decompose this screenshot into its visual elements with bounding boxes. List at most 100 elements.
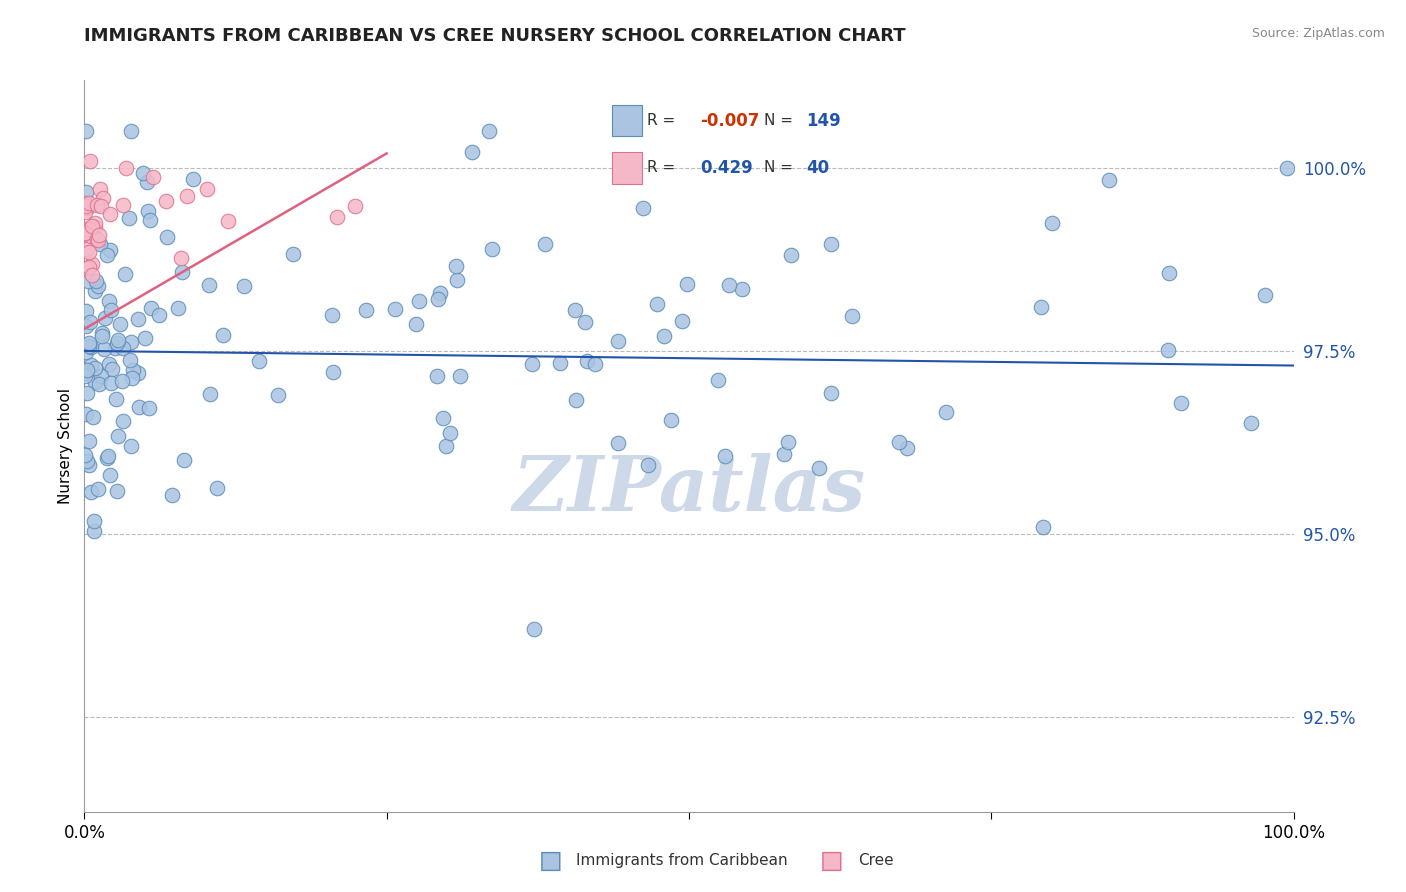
Point [97,449,120,463]
Point [77,260,100,274]
Point [73,227,96,241]
Point [76,454,98,468]
Point [820,237,842,252]
Point [77,274,100,288]
Point [90,368,112,383]
Point [90,199,112,213]
Point [671,314,693,328]
Point [90,329,112,343]
Point [120,124,142,138]
Point [481,242,503,256]
Point [111,374,134,388]
Point [100,303,122,318]
Point [82,409,104,424]
Point [75,223,97,237]
Point [93,343,115,357]
Point [267,388,290,402]
Point [75,407,97,421]
Point [426,369,449,384]
Point [84,375,107,389]
Point [896,441,918,455]
Point [283,247,305,261]
Point [718,278,741,293]
Point [676,277,699,291]
Text: ■: ■ [820,849,844,872]
Point [1032,520,1054,534]
Point [195,182,218,196]
Point [98,468,121,483]
Point [1098,173,1121,187]
Point [98,243,121,257]
Point [432,410,454,425]
Point [75,366,97,380]
Point [97,357,120,371]
Point [550,356,572,370]
Point [104,341,127,355]
Point [82,257,104,271]
Point [461,145,484,160]
Point [121,371,143,385]
Point [322,365,344,379]
Point [101,361,124,376]
Point [79,153,101,168]
Point [77,434,100,448]
Point [105,335,128,350]
Point [84,274,107,288]
Point [427,293,450,307]
Point [661,413,683,427]
Point [80,340,103,354]
Point [135,175,157,189]
Point [1170,396,1192,410]
Point [76,242,98,256]
Point [83,514,105,528]
Point [107,429,129,443]
Point [405,317,427,331]
Point [1159,266,1181,280]
Point [176,189,198,203]
Point [169,252,191,266]
Text: □: □ [820,849,844,872]
Point [83,215,105,229]
Point [321,308,343,322]
Point [935,405,957,419]
Point [139,213,162,227]
Point [162,487,184,501]
Point [80,220,103,235]
Point [96,450,118,465]
Point [439,425,461,440]
Point [86,233,108,247]
Point [105,392,128,407]
Point [172,265,194,279]
Point [107,333,129,347]
Point [87,278,110,293]
Point [583,357,606,371]
Point [778,435,800,450]
Point [173,453,195,467]
Text: □: □ [538,849,562,872]
Point [76,201,98,215]
Point [1239,416,1261,430]
Point [86,232,108,246]
Point [645,297,668,311]
Point [652,328,675,343]
Point [408,294,430,309]
Point [606,334,628,348]
Point [77,221,100,235]
Point [449,369,471,384]
Point [780,248,803,262]
Point [98,294,121,309]
Point [105,484,128,499]
Point [841,309,863,323]
Point [96,248,118,262]
Point [1254,288,1277,302]
Point [73,226,96,240]
Point [142,169,165,184]
Point [86,198,108,212]
Text: Source: ZipAtlas.com: Source: ZipAtlas.com [1251,27,1385,40]
Point [77,196,100,211]
Point [344,198,367,212]
Point [89,182,111,196]
Point [82,268,104,282]
Point [138,401,160,415]
Point [134,331,156,345]
